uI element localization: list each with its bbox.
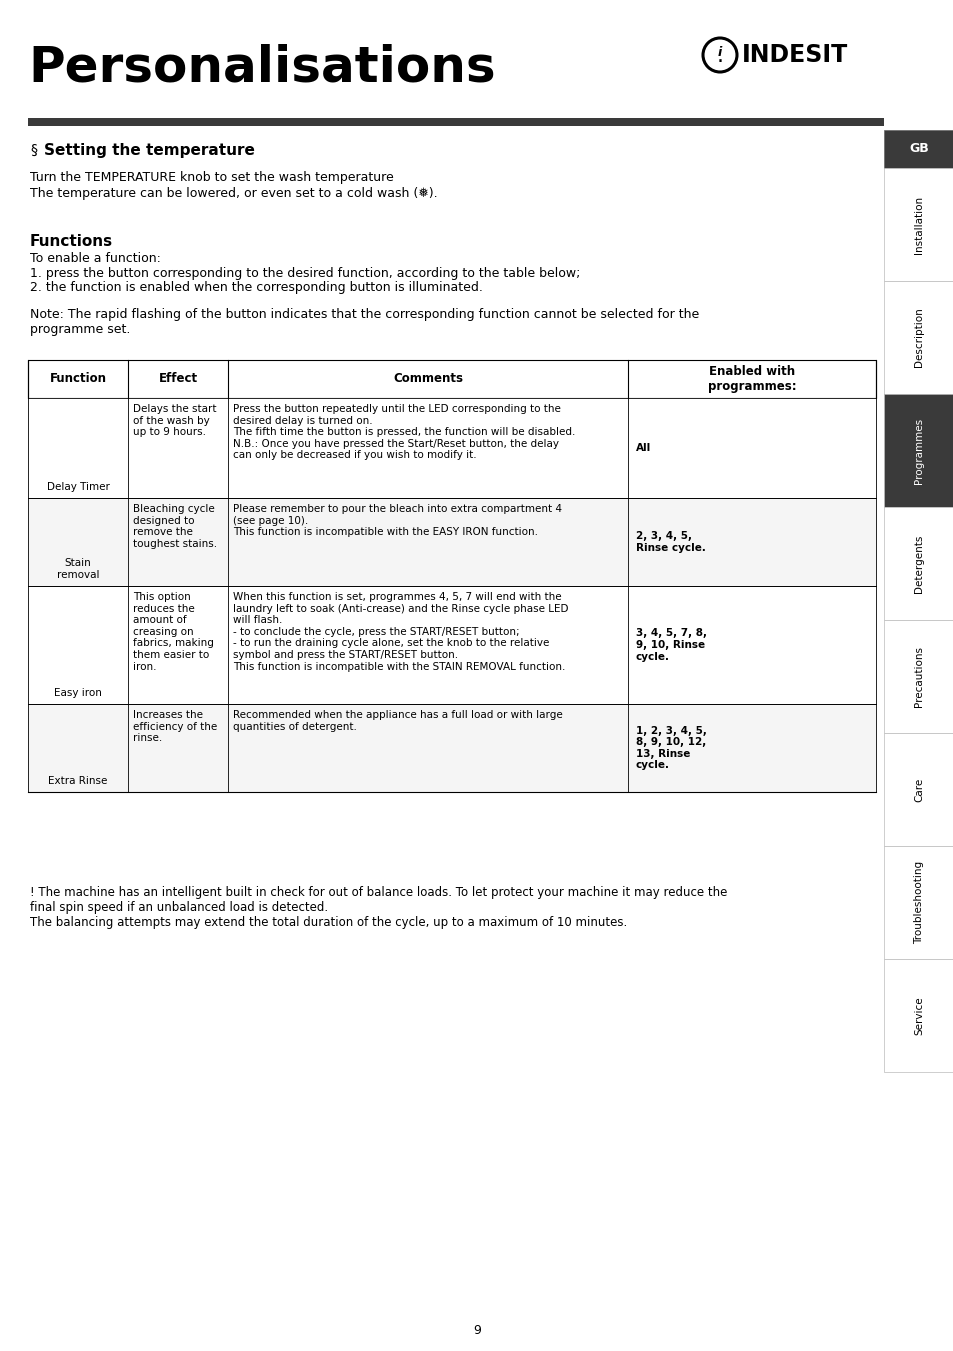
Text: i: i [717, 46, 721, 58]
Text: Extra Rinse: Extra Rinse [49, 775, 108, 786]
Bar [28, 499, 875, 586]
Text: INDESIT: INDESIT [741, 43, 847, 68]
Text: Please remember to pour the bleach into extra compartment 4
(see page 10).
This : Please remember to pour the bleach into … [233, 504, 561, 538]
Text: Troubleshooting: Troubleshooting [913, 861, 923, 944]
Bar [883, 734, 953, 846]
Bar [28, 399, 875, 499]
Text: GB: GB [908, 142, 928, 155]
Text: 1, 2, 3, 4, 5,
8, 9, 10, 12,
13, Rinse
cycle.: 1, 2, 3, 4, 5, 8, 9, 10, 12, 13, Rinse c… [636, 725, 706, 770]
Text: The temperature can be lowered, or even set to a cold wash (❅).: The temperature can be lowered, or even … [30, 186, 437, 200]
Text: Press the button repeatedly until the LED corresponding to the
desired delay is : Press the button repeatedly until the LE… [233, 404, 575, 461]
Bar [883, 130, 953, 168]
Text: Function: Function [50, 373, 107, 385]
Text: Personalisations: Personalisations [28, 45, 496, 92]
Bar [28, 359, 875, 399]
Text: Precautions: Precautions [913, 646, 923, 707]
Text: Functions: Functions [30, 235, 113, 250]
Text: Delay Timer: Delay Timer [47, 482, 110, 492]
Text: All: All [636, 443, 651, 453]
Text: §: § [30, 143, 37, 157]
Text: 9: 9 [473, 1324, 480, 1336]
Bar [883, 846, 953, 959]
Bar [883, 620, 953, 734]
Bar [28, 118, 883, 126]
Bar [883, 281, 953, 394]
Text: 2, 3, 4, 5,
Rinse cycle.: 2, 3, 4, 5, Rinse cycle. [636, 531, 705, 553]
Text: Note: The rapid flashing of the button indicates that the corresponding function: Note: The rapid flashing of the button i… [30, 308, 699, 336]
Text: Stain
removal: Stain removal [56, 558, 99, 580]
Text: Setting the temperature: Setting the temperature [44, 142, 254, 158]
Text: ·: · [716, 51, 722, 72]
Bar [883, 394, 953, 507]
Text: When this function is set, programmes 4, 5, 7 will end with the
laundry left to : When this function is set, programmes 4,… [233, 592, 568, 671]
Text: Easy iron: Easy iron [54, 688, 102, 698]
Bar [883, 959, 953, 1071]
Bar [28, 586, 875, 704]
Text: Recommended when the appliance has a full load or with large
quantities of deter: Recommended when the appliance has a ful… [233, 711, 562, 732]
Text: Comments: Comments [393, 373, 462, 385]
Text: Turn the TEMPERATURE knob to set the wash temperature: Turn the TEMPERATURE knob to set the was… [30, 172, 397, 185]
Text: 2. the function is enabled when the corresponding button is illuminated.: 2. the function is enabled when the corr… [30, 281, 482, 295]
Bar [28, 704, 875, 792]
Text: 1. press the button corresponding to the desired function, according to the tabl: 1. press the button corresponding to the… [30, 266, 579, 280]
Text: Increases the
efficiency of the
rinse.: Increases the efficiency of the rinse. [132, 711, 217, 743]
Text: Installation: Installation [913, 196, 923, 254]
Text: ! The machine has an intelligent built in check for out of balance loads. To let: ! The machine has an intelligent built i… [30, 886, 726, 929]
Text: Bleaching cycle
designed to
remove the
toughest stains.: Bleaching cycle designed to remove the t… [132, 504, 217, 549]
Text: Detergents: Detergents [913, 534, 923, 593]
Text: To enable a function:: To enable a function: [30, 251, 161, 265]
Text: Enabled with
programmes:: Enabled with programmes: [707, 365, 796, 393]
Text: Programmes: Programmes [913, 417, 923, 484]
Bar [883, 507, 953, 620]
Text: 3, 4, 5, 7, 8,
9, 10, Rinse
cycle.: 3, 4, 5, 7, 8, 9, 10, Rinse cycle. [636, 628, 706, 662]
Text: Description: Description [913, 308, 923, 367]
Text: Effect: Effect [158, 373, 197, 385]
Text: Delays the start
of the wash by
up to 9 hours.: Delays the start of the wash by up to 9 … [132, 404, 216, 438]
Bar [883, 168, 953, 281]
Text: Service: Service [913, 996, 923, 1035]
Text: Care: Care [913, 777, 923, 801]
Text: This option
reduces the
amount of
creasing on
fabrics, making
them easier to
iro: This option reduces the amount of creasi… [132, 592, 213, 671]
